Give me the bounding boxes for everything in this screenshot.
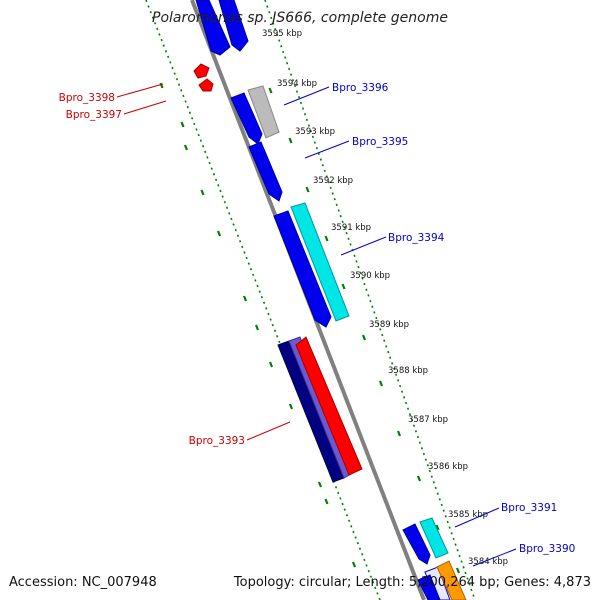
accession-text: Accession: NC_007948 (9, 575, 157, 590)
gene-blue-3394-left[interactable] (273, 210, 332, 328)
gene-bpro-3394[interactable] (290, 202, 350, 322)
gene-label-bpro-3397[interactable]: Bpro_3397 (66, 109, 122, 121)
tick-label: 3590 kbp (350, 271, 390, 281)
tick-label: 3595 kbp (262, 29, 302, 39)
gene-label-bpro-3395[interactable]: Bpro_3395 (352, 136, 408, 148)
tick-label: 3588 kbp (388, 366, 428, 376)
tick-label: 3585 kbp (448, 510, 488, 520)
gene-blue-3391-left[interactable] (402, 523, 431, 565)
gene-label-bpro-3396[interactable]: Bpro_3396 (332, 82, 389, 94)
gene-blue-3396-left[interactable] (230, 92, 263, 145)
guide-dashes-right (268, 87, 461, 574)
gene-label-bpro-3394[interactable]: Bpro_3394 (388, 232, 445, 244)
outer-guide-right (264, 0, 476, 600)
genes (193, 0, 467, 600)
gene-bpro-3391[interactable] (419, 517, 449, 559)
tick-labels: 3595 kbp 3594 kbp 3593 kbp 3592 kbp 3591… (262, 29, 508, 567)
gene-bpro-3390[interactable] (436, 560, 467, 600)
guide-dashes-left (159, 82, 357, 568)
tick-label: 3586 kbp (428, 462, 468, 472)
gene-bpro-3396[interactable] (247, 85, 280, 139)
tick-label: 3584 kbp (468, 557, 508, 567)
label-leaders (116, 83, 517, 567)
genome-summary-text: Topology: circular; Length: 5,200,264 bp… (233, 575, 591, 590)
gene-bpro-3395[interactable] (248, 141, 283, 202)
map-title: Polaromonas sp. JS666, complete genome (152, 10, 448, 26)
tick-label: 3589 kbp (369, 320, 409, 330)
gene-bpro-3398[interactable] (193, 63, 210, 79)
gene-label-bpro-3398[interactable]: Bpro_3398 (59, 92, 115, 104)
gene-red-3393[interactable] (295, 336, 363, 476)
gene-bottom-blue[interactable] (417, 574, 441, 600)
tick-label: 3587 kbp (408, 415, 448, 425)
tick-label: 3594 kbp (277, 79, 317, 89)
gene-label-bpro-3390[interactable]: Bpro_3390 (519, 543, 575, 555)
gene-labels: Bpro_3398 Bpro_3397 Bpro_3396 Bpro_3395 … (59, 82, 576, 555)
gene-label-bpro-3391[interactable]: Bpro_3391 (501, 502, 557, 514)
gene-top-blue-b[interactable] (218, 0, 249, 52)
tick-label: 3591 kbp (331, 223, 371, 233)
gene-bpro-3397[interactable] (198, 78, 214, 92)
gene-label-bpro-3393[interactable]: Bpro_3393 (189, 435, 245, 447)
tick-label: 3592 kbp (313, 176, 353, 186)
gene-top-blue-a[interactable] (195, 0, 231, 56)
dotted-guides (145, 0, 476, 600)
tick-label: 3593 kbp (295, 127, 335, 137)
